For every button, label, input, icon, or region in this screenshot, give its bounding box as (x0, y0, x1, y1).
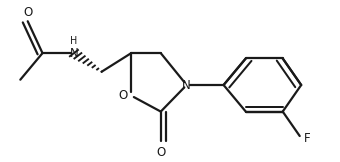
Text: O: O (118, 89, 128, 102)
Text: N: N (70, 47, 78, 60)
Text: F: F (304, 132, 311, 145)
Text: O: O (23, 6, 32, 19)
Text: O: O (156, 146, 165, 159)
Text: H: H (70, 36, 78, 46)
Text: N: N (182, 79, 191, 92)
